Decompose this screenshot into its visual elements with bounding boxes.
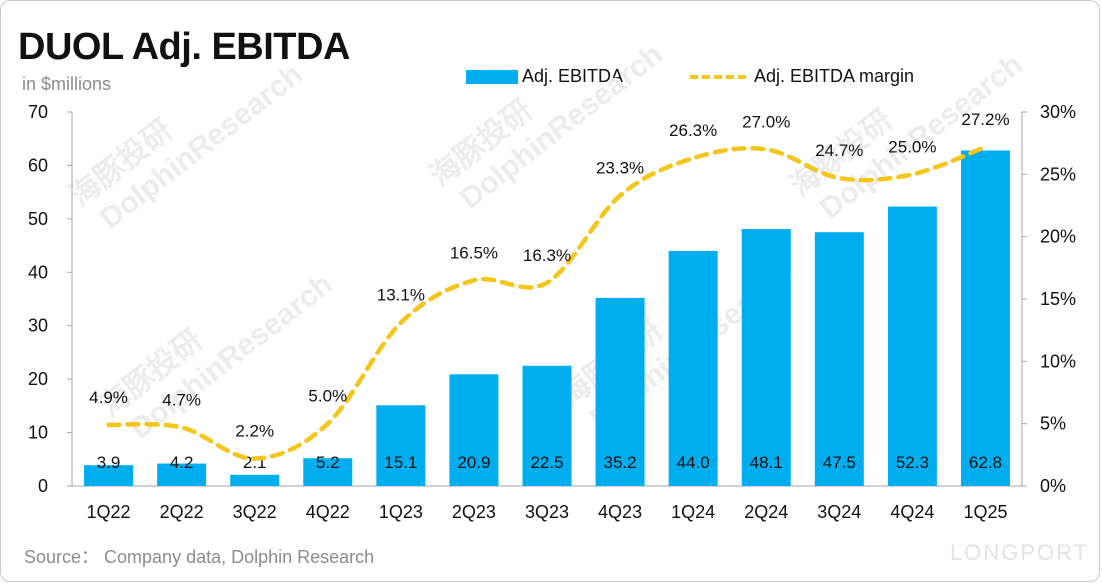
legend-line-swatch: [690, 75, 746, 79]
margin-value-label: 13.1%: [377, 286, 425, 305]
bar: [230, 474, 280, 486]
margin-value-label: 27.2%: [961, 110, 1009, 129]
y-tick-label-left: 60: [28, 155, 48, 175]
legend-bar-swatch: [466, 70, 518, 84]
x-tick-label: 2Q22: [160, 502, 204, 522]
y-tick-label-left: 50: [28, 209, 48, 229]
margin-value-label: 5.0%: [308, 387, 347, 406]
line-labels-layer: 4.9% 4.7% 2.2% 5.0% 13.1% 16.5% 16.3% 23.3% 26.3…: [89, 110, 1009, 441]
legend-line-label: Adj. EBITDA margin: [754, 66, 915, 86]
margin-value-label: 26.3%: [669, 121, 717, 140]
x-tick-label: 4Q22: [306, 502, 350, 522]
bar: [522, 365, 572, 486]
bar-value-label: 47.5: [823, 453, 856, 472]
y-tick-label-right: 25%: [1040, 164, 1076, 184]
bar-value-label: 3.9: [97, 453, 121, 472]
bar-value-label: 22.5: [530, 453, 563, 472]
bar-value-label: 20.9: [457, 453, 490, 472]
y-tick-label-right: 20%: [1040, 227, 1076, 247]
y-tick-label-right: 0%: [1040, 476, 1066, 496]
margin-value-label: 27.0%: [742, 112, 790, 131]
bar-value-label: 52.3: [896, 453, 929, 472]
chart-title: DUOL Adj. EBITDA: [18, 26, 350, 68]
bars-layer: [84, 150, 1010, 486]
x-tick-label: 1Q25: [963, 502, 1007, 522]
x-tick-label: 3Q22: [233, 502, 277, 522]
margin-value-label: 4.9%: [89, 388, 128, 407]
unit-label: in $millions: [22, 74, 112, 94]
x-tick-label: 4Q24: [890, 502, 934, 522]
x-tick-label: 2Q24: [744, 502, 788, 522]
y-tick-label-right: 10%: [1040, 351, 1076, 371]
x-tick-label: 1Q22: [87, 502, 131, 522]
bar: [84, 465, 134, 486]
x-tick-label: 1Q24: [671, 502, 715, 522]
margin-value-label: 16.3%: [523, 246, 571, 265]
y-tick-label-right: 5%: [1040, 414, 1066, 434]
y-tick-label-left: 20: [28, 369, 48, 389]
bar: [303, 458, 353, 486]
y-tick-label-left: 30: [28, 316, 48, 336]
bar-value-label: 62.8: [969, 453, 1002, 472]
bar: [668, 250, 718, 486]
y-tick-label-left: 70: [28, 102, 48, 122]
y-tick-label-left: 10: [28, 423, 48, 443]
margin-value-label: 24.7%: [815, 141, 863, 160]
bar: [887, 206, 937, 486]
bar-labels-layer: 3.9 4.2 2.1 5.2 15.1 20.9 22.5 35.2 44.0 48.1 47.5…: [97, 453, 1002, 472]
y-tick-label-right: 15%: [1040, 289, 1076, 309]
x-tick-label: 1Q23: [379, 502, 423, 522]
x-tick-label: 4Q23: [598, 502, 642, 522]
bar: [376, 405, 426, 486]
bar: [960, 150, 1010, 486]
bar-value-label: 48.1: [750, 453, 783, 472]
bar: [741, 229, 791, 486]
margin-value-label: 23.3%: [596, 159, 644, 178]
margin-value-label: 25.0%: [888, 137, 936, 156]
margin-value-label: 16.5%: [450, 243, 498, 262]
bar: [595, 297, 645, 486]
bar: [157, 463, 207, 486]
bar: [814, 232, 864, 486]
bar-value-label: 44.0: [677, 453, 710, 472]
y-tick-label-right: 30%: [1040, 102, 1076, 122]
line-layer: [106, 144, 988, 461]
legend-bar-label: Adj. EBITDA: [522, 66, 624, 86]
margin-value-label: 4.7%: [162, 390, 201, 409]
y-tick-label-left: 40: [28, 262, 48, 282]
bar-value-label: 15.1: [384, 453, 417, 472]
bar-value-label: 35.2: [604, 453, 637, 472]
y-tick-label-left: 0: [38, 476, 48, 496]
x-tick-label: 3Q23: [525, 502, 569, 522]
bar-value-label: 5.2: [316, 453, 340, 472]
margin-value-label: 2.2%: [235, 422, 274, 441]
source-note: Source： Company data, Dolphin Research: [24, 547, 375, 567]
bar: [449, 374, 499, 486]
bar-value-label: 4.2: [170, 453, 194, 472]
margin-line: [106, 144, 988, 461]
x-tick-label: 2Q23: [452, 502, 496, 522]
watermark-longport: LONGPORT: [950, 540, 1089, 565]
x-tick-label: 3Q24: [817, 502, 861, 522]
